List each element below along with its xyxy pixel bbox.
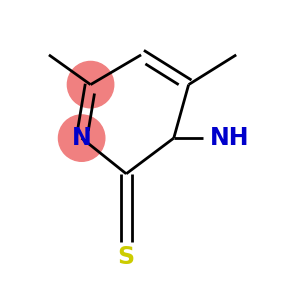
Text: N: N [72, 126, 92, 150]
Circle shape [58, 115, 105, 161]
Text: S: S [118, 245, 135, 269]
Circle shape [68, 61, 114, 108]
Text: NH: NH [209, 126, 249, 150]
